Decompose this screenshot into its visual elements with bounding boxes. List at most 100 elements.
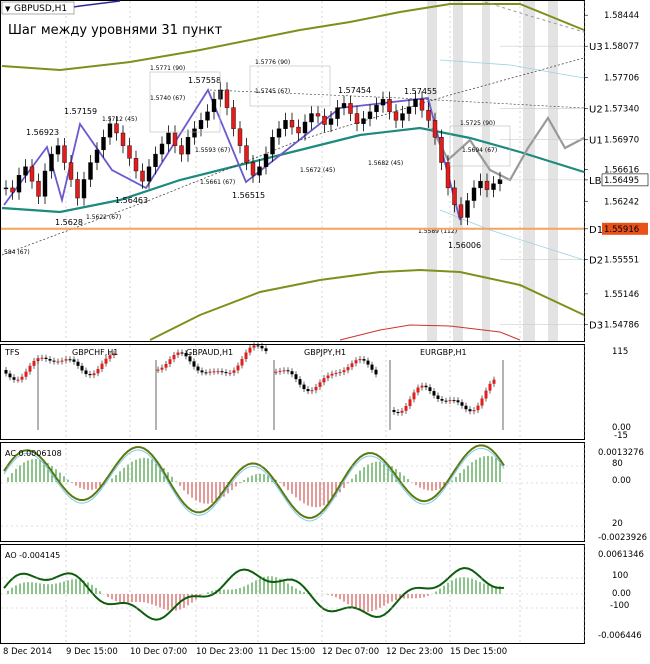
swing-label: 1.57159 [64,107,97,116]
symbol-title: GBPUSD,H1 [14,4,67,14]
tfs-candle [310,390,314,392]
fib-label: 1.5682 (45) [368,160,403,167]
fib-label: 1.5712 (45) [102,116,137,123]
candle-body [484,180,490,190]
fib-label: 1.5771 (90) [150,65,185,72]
candle-body [309,113,314,123]
tfs-candle [8,373,12,378]
swing-label: 1.5628 [55,218,83,227]
candle-body [3,187,9,190]
symbol-title-box[interactable]: ▼ GBPUSD,H1 [1,1,75,15]
tfs-candle [208,371,212,373]
candle-body [36,180,41,197]
tfs-axis-bottom: -15 [614,431,628,441]
tfs-candle [156,369,160,371]
shaded-session [453,1,463,341]
tfs-candle [80,365,84,371]
level-label-d1: D1 [589,225,603,236]
candle-body [153,153,158,167]
tfs-candle [260,345,264,349]
time-tick: 12 Dec 07:00 [322,647,379,657]
tfs-candle [452,400,456,402]
level-label-u3: U3 [589,42,603,53]
ao-label: AO -0.004145 [5,551,60,560]
tfs-candle [164,363,168,368]
tfs-candle [480,398,484,406]
swing-label: 1.57454 [338,86,371,95]
price-tick-label: 1.58444 [604,11,639,21]
tfs-axis-top: 115 [612,347,628,357]
candle-body [315,113,321,117]
tfs-candle [350,363,354,368]
candle-body [29,166,35,182]
current-price-box [601,173,649,187]
tfs-candle [306,389,310,392]
tfs-candle [252,345,256,348]
fib-label: 1.5593 (67) [195,147,230,154]
tfs-candle [456,400,460,403]
fib-label: 1.5776 (90) [255,59,290,66]
level-label-d2: D2 [589,256,603,267]
tfs-candle [72,359,76,362]
tfs-candle [424,385,428,388]
fib-label: 1.5694 (67) [462,147,497,154]
candle-body [101,136,106,151]
tfs-candle [294,374,298,380]
level-label-d3: D3 [589,320,603,331]
tfs-candle [92,373,96,376]
candle-body [374,104,379,113]
tfs-candle [32,360,36,366]
tfs-pair-gbpaud: GBPAUD,H1 [186,348,233,357]
tfs-candle [400,410,404,413]
candle-body [276,128,282,138]
fib-label: 1.5661 (67) [200,179,235,186]
tfs-candle [84,370,88,375]
ac-axis-bottom: -0.0023926 [598,533,647,543]
tfs-candle [404,406,408,411]
tfs-candle [212,371,216,373]
level-step-annotation: Шаг между уровнями 31 пункт [8,23,223,38]
tfs-candle [282,370,286,372]
tfs-candle [278,370,282,372]
candle-body [289,120,295,128]
candle-body [452,187,457,205]
candle-body [445,162,451,189]
candle-body [42,170,48,197]
candle-body [231,107,236,129]
candle-body [68,162,74,180]
tfs-candle [36,358,40,361]
upper-envelope-line [1,3,585,72]
candle-body [400,113,405,121]
swing-label: 1.56463 [115,196,148,205]
price-tick-label: 1.55551 [604,256,639,266]
candle-body [237,128,243,146]
tfs-candle [16,379,20,381]
ac-axis-top: 0.0013276 [598,448,644,458]
tfs-candle [298,379,302,385]
tfs-candle [346,367,350,371]
tfs-candle [370,364,374,370]
ao-axis-bottom: -0.006446 [598,631,642,641]
time-tick: 10 Dec 23:00 [196,647,253,657]
candle-body [497,179,503,184]
shaded-session [548,1,558,341]
candle-body [478,180,483,189]
tfs-candle [342,370,346,373]
tfs-candle [188,356,192,362]
tfs-candle [314,386,318,391]
tfs-candle [244,352,248,360]
time-tick: 10 Dec 07:00 [130,647,187,657]
tfs-candle [248,347,252,353]
candle-body [81,179,87,199]
channel-line [439,209,585,261]
tfs-pair-eurgbp: EURGBP,H1 [420,348,467,357]
tfs-candle [440,398,444,401]
fib-box [149,71,221,133]
candle-body [367,111,373,119]
candle-body [432,120,438,138]
tfs-candle [240,359,244,366]
candle-body [120,132,126,146]
tfs-candle [326,375,330,379]
